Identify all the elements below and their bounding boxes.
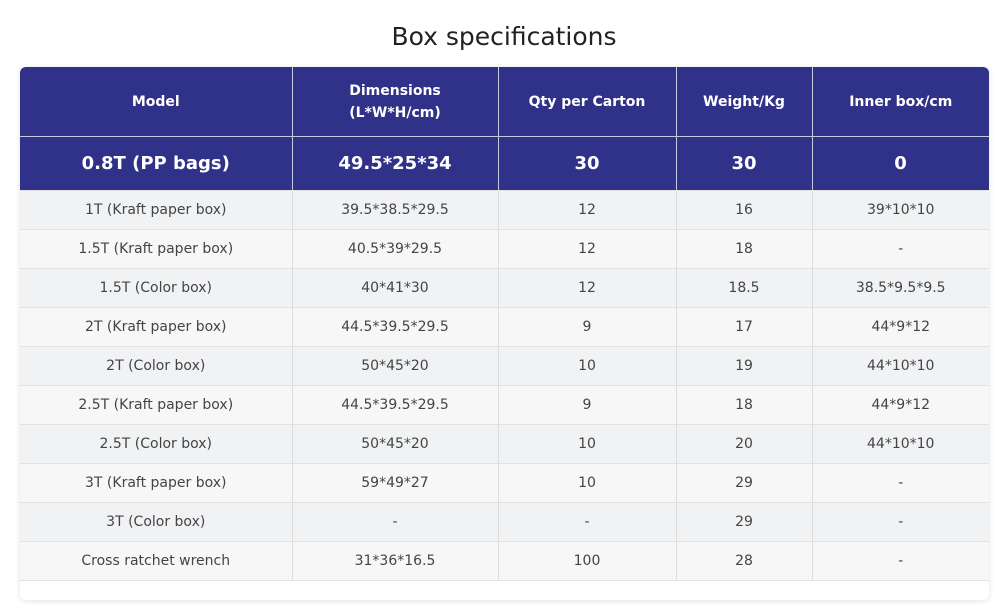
featured-cell: 30 — [676, 136, 813, 191]
table-row: 1.5T (Kraft paper box) 40.5*39*29.5 12 18- — [20, 229, 989, 269]
table-cell: 39.5*38.5*29.5 — [292, 190, 499, 230]
table-cell: 2.5T (Color box) — [20, 424, 293, 464]
table-row: 2.5T (Color box) 50*45*20 10 20 44*10*10 — [20, 424, 989, 464]
featured-cell: 0 — [812, 136, 989, 191]
table-cell: 44*10*10 — [812, 346, 989, 386]
table-cell: 1.5T (Color box) — [20, 268, 293, 308]
table-cell: 44.5*39.5*29.5 — [292, 385, 499, 425]
table-cell: 31*36*16.5 — [292, 541, 499, 581]
header-text: Model — [131, 93, 180, 110]
header-text: Weight/Kg — [703, 93, 785, 110]
table-body: 0.8T (PP bags) 49.5*25*34 30 30 0 1T (Kraft p… — [20, 136, 989, 581]
table-cell: 20 — [676, 424, 813, 464]
table-cell: 50*45*20 — [292, 424, 499, 464]
featured-row: 0.8T (PP bags) 49.5*25*34 30 30 0 — [20, 136, 989, 191]
table-cell: 2.5T (Kraft paper box) — [20, 385, 293, 425]
table-cell: 29 — [676, 463, 813, 503]
table-cell: - — [812, 229, 989, 269]
table-cell: 39*10*10 — [812, 190, 989, 230]
table-row: 2T (Color box) 50*45*20 10 19 44*10*10 — [20, 346, 989, 386]
table-cell: 10 — [498, 424, 677, 464]
table-cell: 44*9*12 — [812, 307, 989, 347]
featured-cell: 0.8T (PP bags) — [20, 136, 293, 191]
table-cell: 38.5*9.5*9.5 — [812, 268, 989, 308]
table-cell: 17 — [676, 307, 813, 347]
table-cell: 100 — [498, 541, 677, 581]
table-cell: 40*41*30 — [292, 268, 499, 308]
table-cell: 12 — [498, 268, 677, 308]
table-cell: 18 — [676, 385, 813, 425]
header-cell: Model — [20, 67, 293, 137]
table-card: Model Dimensions (L*W*H/cm) Qty per Carton… — [20, 67, 989, 600]
spec-table: Model Dimensions (L*W*H/cm) Qty per Carton… — [20, 67, 989, 581]
featured-cell: 30 — [498, 136, 677, 191]
table-cell: 10 — [498, 463, 677, 503]
table-cell: 16 — [676, 190, 813, 230]
header-cell: Weight/Kg — [676, 67, 813, 137]
table-row: 1.5T (Color box) 40*41*30 12 18.5 38.5*9.5*9… — [20, 268, 989, 308]
table-cell: 2T (Color box) — [20, 346, 293, 386]
table-cell: 3T (Kraft paper box) — [20, 463, 293, 503]
table-cell: 29 — [676, 502, 813, 542]
table-cell: 18.5 — [676, 268, 813, 308]
header-text: Inner box/cm — [849, 93, 953, 110]
table-cell: 50*45*20 — [292, 346, 499, 386]
header-cell: Dimensions (L*W*H/cm) — [292, 67, 499, 137]
table-cell: 59*49*27 — [292, 463, 499, 503]
table-row: 3T (Kraft paper box) 59*49*27 10 29- — [20, 463, 989, 503]
table-row: 3T (Color box) - -29- — [20, 502, 989, 542]
table-row: 2.5T (Kraft paper box) 44.5*39.5*29.5 9 18 4… — [20, 385, 989, 425]
header-row: Model Dimensions (L*W*H/cm) Qty per Carton… — [20, 67, 989, 137]
table-cell: 44*9*12 — [812, 385, 989, 425]
table-cell: - — [498, 502, 677, 542]
table-cell: - — [812, 463, 989, 503]
table-cell: 19 — [676, 346, 813, 386]
table-cell: Cross ratchet wrench — [20, 541, 293, 581]
table-cell: 12 — [498, 190, 677, 230]
table-cell: - — [812, 541, 989, 581]
table-cell: 12 — [498, 229, 677, 269]
table-cell: 9 — [498, 307, 677, 347]
table-row: 1T (Kraft paper box) 39.5*38.5*29.5 12 16 39… — [20, 190, 989, 230]
table-cell: - — [292, 502, 499, 542]
table-row: Cross ratchet wrench 31*36*16.5 100 28- — [20, 541, 989, 581]
table-cell: 44*10*10 — [812, 424, 989, 464]
table-cell: 9 — [498, 385, 677, 425]
table-cell: 40.5*39*29.5 — [292, 229, 499, 269]
table-cell: 28 — [676, 541, 813, 581]
table-cell: 44.5*39.5*29.5 — [292, 307, 499, 347]
featured-cell: 49.5*25*34 — [292, 136, 499, 191]
table-cell: 10 — [498, 346, 677, 386]
table-cell: 3T (Color box) — [20, 502, 293, 542]
table-cell: 1T (Kraft paper box) — [20, 190, 293, 230]
header-cell: Qty per Carton — [498, 67, 677, 137]
table-cell: 1.5T (Kraft paper box) — [20, 229, 293, 269]
table-cell: 2T (Kraft paper box) — [20, 307, 293, 347]
header-cell: Inner box/cm — [812, 67, 989, 137]
table-cell: 18 — [676, 229, 813, 269]
page-title: Box specifications — [391, 22, 617, 51]
table-cell: - — [812, 502, 989, 542]
table-row: 2T (Kraft paper box) 44.5*39.5*29.5 9 17 44*… — [20, 307, 989, 347]
header-text: Qty per Carton — [528, 93, 646, 110]
header-text: Dimensions (L*W*H/cm) — [349, 82, 441, 121]
